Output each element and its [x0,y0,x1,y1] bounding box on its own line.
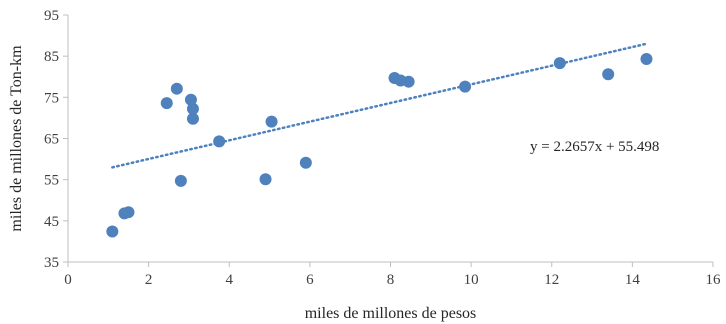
data-point [553,57,566,70]
x-tick-label: 6 [306,272,314,288]
x-tick-label: 14 [625,272,641,288]
y-axis-title: miles de millones de Ton-km [8,45,25,232]
data-point [160,97,173,110]
data-point [184,93,197,106]
x-tick-label: 12 [544,272,559,288]
x-tick-label: 8 [387,272,395,288]
data-point [122,206,135,219]
data-point [299,156,312,169]
x-tick-label: 16 [706,272,722,288]
trendline-equation: y = 2.2657x + 55.498 [530,139,659,155]
data-point [402,75,415,88]
data-point [213,135,226,148]
y-axis-ticks: 35 45 55 65 75 85 95 [44,8,68,271]
data-point [170,82,183,95]
data-point [265,115,278,128]
data-point [602,68,615,81]
data-point [174,174,187,187]
data-point [640,53,653,66]
y-tick-label: 35 [44,255,59,271]
x-tick-label: 4 [226,272,234,288]
y-tick-label: 55 [44,173,59,189]
y-tick-label: 65 [44,132,59,148]
y-tick-label: 75 [44,90,59,106]
x-axis-title: miles de millones de pesos [305,305,477,322]
y-tick-label: 95 [44,8,59,24]
x-axis-ticks: 0 2 4 6 8 10 12 14 16 [64,262,721,288]
data-point [259,173,272,186]
x-tick-label: 0 [64,272,72,288]
data-point [106,225,119,238]
y-tick-label: 45 [44,214,59,230]
data-point [459,80,472,93]
data-points [106,53,653,238]
data-point [186,112,199,125]
x-tick-label: 2 [145,272,153,288]
y-tick-label: 85 [44,49,59,65]
data-point [186,102,199,115]
x-tick-label: 10 [464,272,479,288]
